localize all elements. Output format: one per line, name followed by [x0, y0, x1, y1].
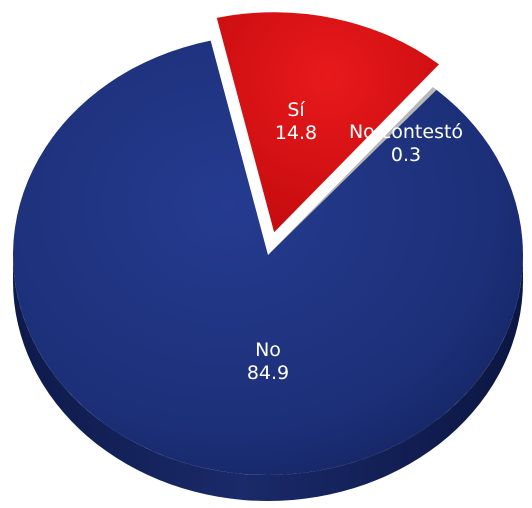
- slice-value-label: 84.9: [247, 362, 289, 384]
- slice-category-label: No: [255, 339, 281, 361]
- pie-labels: Sí 14.8 No contestó 0.3 No 84.9: [247, 99, 463, 384]
- pie-slices: [13, 12, 524, 501]
- slice-category-label: Sí: [287, 99, 305, 121]
- slice-value-label: 14.8: [275, 122, 317, 144]
- pie-slice-s-: [216, 12, 439, 233]
- slice-label-s-: Sí 14.8: [275, 99, 317, 144]
- slice-category-label: No contestó: [349, 121, 463, 143]
- slice-label-no: No 84.9: [247, 339, 289, 384]
- pie-slice-no: [13, 40, 524, 476]
- slice-label-no-contest-: No contestó 0.3: [349, 121, 463, 166]
- slice-value-label: 0.3: [391, 144, 421, 166]
